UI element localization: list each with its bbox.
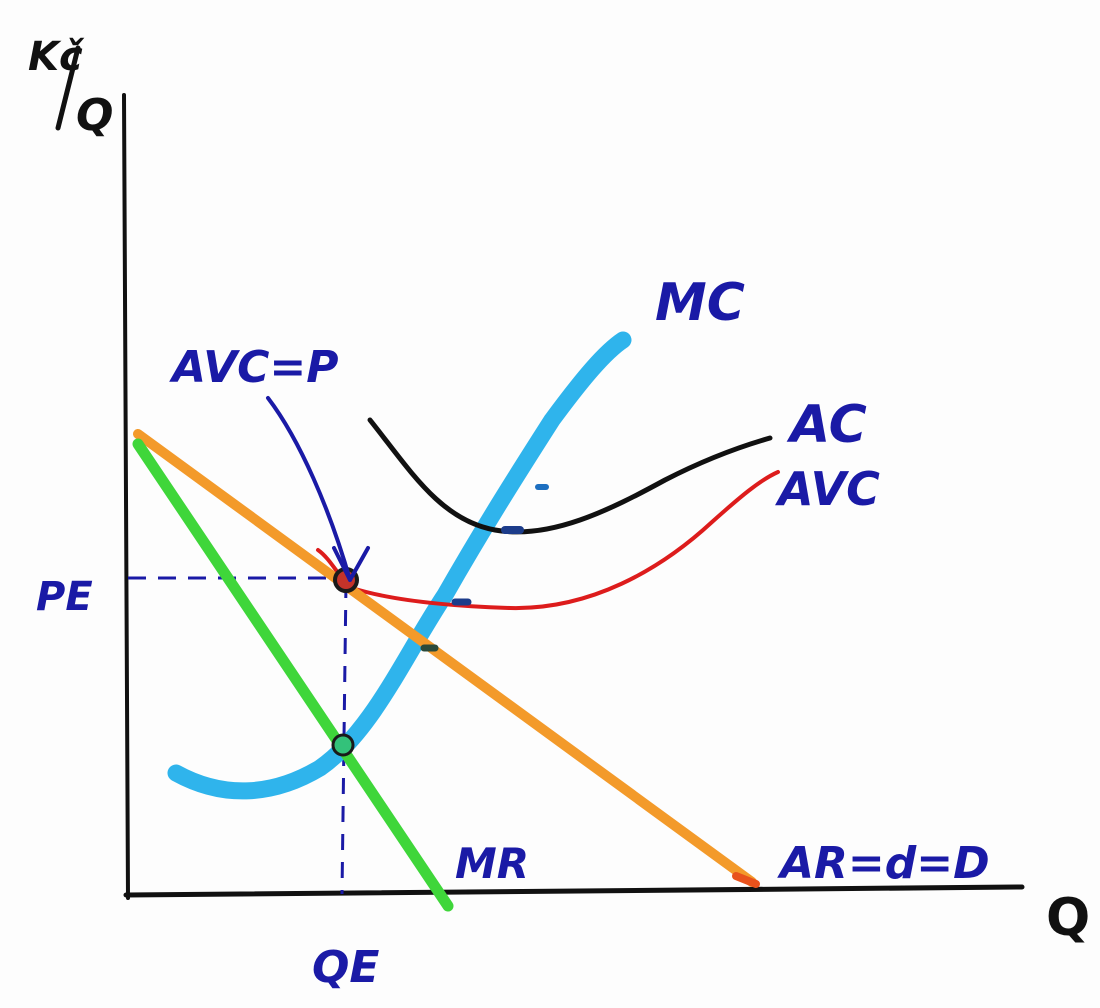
- annotation-arrowhead: [332, 546, 370, 582]
- mc-label: MC: [655, 273, 745, 333]
- mc-curve: [167, 331, 632, 800]
- demand-curve: [133, 429, 757, 887]
- avc-label: AVC: [775, 462, 880, 516]
- mc-mr-intersection: [331, 733, 355, 757]
- ac-curve: [367, 417, 773, 535]
- demand-curve-tip: [732, 872, 760, 888]
- annotation-arrow: [266, 396, 352, 582]
- y-axis-label-denominator: Q: [76, 90, 113, 141]
- mr-curve: [132, 438, 454, 912]
- x-axis: [123, 884, 1025, 898]
- avc-curve: [316, 470, 780, 611]
- quantity-guide-line: [340, 581, 348, 895]
- ac-label: AC: [786, 395, 867, 455]
- mr-label: MR: [455, 839, 529, 888]
- y-axis: [122, 93, 130, 900]
- price-label: PE: [36, 574, 93, 620]
- equilibrium-note: AVC=P: [169, 342, 339, 393]
- demand-label: AR=d=D: [777, 838, 990, 889]
- x-axis-label: Q: [1046, 888, 1090, 948]
- y-axis-label-slash: [55, 45, 81, 131]
- quantity-label: QE: [312, 942, 379, 993]
